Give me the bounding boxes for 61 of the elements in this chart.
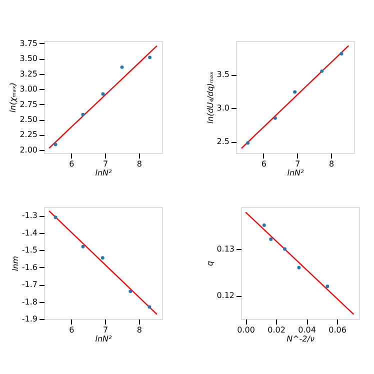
y-tick-label: -1.5 (22, 246, 38, 255)
x-tick-label: 6 (69, 160, 74, 168)
x-tick-label: 0.06 (328, 326, 346, 334)
x-tick-label: 7 (295, 160, 300, 168)
x-tick-label: 7 (102, 326, 108, 334)
point (101, 92, 105, 96)
y-axis-title: ln(dU₄/dq)ₘₐₓ (206, 70, 215, 124)
y-tick-label: 0.12 (216, 291, 234, 300)
y-axis-title: lnm (10, 256, 20, 272)
point (320, 69, 324, 73)
x-tick-label: 0.00 (237, 326, 255, 334)
y-tick-label: -1.9 (22, 314, 38, 324)
x-axis-title: lnN² (95, 334, 113, 344)
point (100, 256, 104, 260)
y-axis-title: q (206, 260, 215, 266)
x-tick-label: 0.04 (298, 326, 316, 334)
y-tick-label: 3.5 (216, 70, 230, 80)
y-tick-label: 2.5 (216, 137, 230, 146)
y-tick-label: -1.4 (22, 228, 38, 238)
point (54, 216, 58, 220)
point (54, 142, 58, 146)
y-tick-label: -1.7 (22, 280, 38, 290)
y-tick-label: 2.25 (20, 130, 38, 140)
y-axis-title: ln(χₘₐₓ) (8, 82, 18, 112)
point (148, 56, 152, 60)
y-tick-label: -1.3 (22, 211, 38, 220)
point (293, 90, 297, 94)
y-tick-label: 2.00 (20, 145, 38, 154)
point (297, 266, 301, 270)
y-tick-label: -1.6 (22, 262, 38, 272)
y-tick-label: 3.0 (216, 104, 230, 113)
x-tick-label: 7 (102, 160, 108, 168)
x-tick-label: 8 (136, 326, 142, 334)
x-tick-label: 0.02 (268, 326, 286, 334)
y-tick-label: 3.00 (20, 84, 38, 94)
point (269, 237, 273, 241)
y-tick-label: -1.8 (22, 297, 38, 306)
point (262, 223, 266, 227)
point (326, 284, 330, 288)
point (340, 52, 344, 56)
x-axis-title: lnN² (95, 168, 113, 178)
y-tick-label: 0.13 (216, 244, 234, 254)
x-axis-title: N^-2/ν (286, 334, 315, 344)
point (273, 116, 277, 120)
point (81, 244, 85, 248)
y-tick-label: 3.50 (20, 54, 38, 64)
x-tick-label: 6 (261, 160, 266, 168)
point (128, 290, 132, 294)
x-tick-label: 8 (328, 160, 334, 168)
y-tick-label: 3.25 (20, 69, 38, 78)
point (120, 65, 124, 69)
point (246, 141, 250, 145)
x-tick-label: 8 (136, 160, 142, 168)
y-tick-label: 2.75 (20, 100, 38, 109)
point (81, 112, 85, 116)
point (148, 305, 152, 309)
y-tick-label: 2.50 (20, 115, 38, 124)
point (283, 247, 286, 251)
x-axis-title: lnN² (287, 168, 305, 178)
x-tick-label: 6 (69, 326, 74, 334)
y-tick-label: 3.75 (20, 38, 38, 48)
